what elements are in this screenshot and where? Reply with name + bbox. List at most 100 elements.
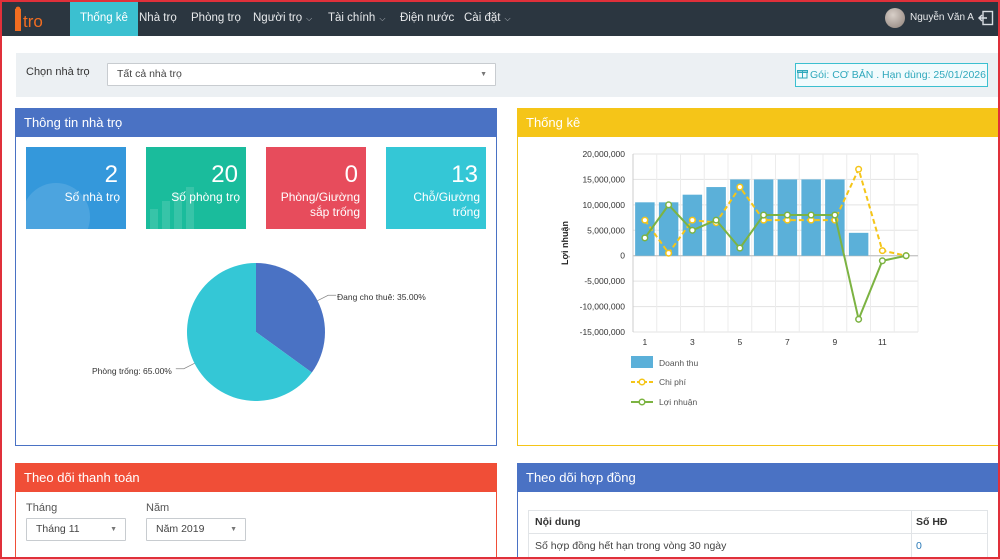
- pie-slice-1[interactable]: [186, 263, 312, 401]
- legend-swatch-doanh-thu: [631, 356, 653, 368]
- point-loi-nhuan: [688, 226, 696, 234]
- point-chi-phi: [855, 165, 863, 173]
- point-loi-nhuan: [878, 257, 886, 265]
- nav-item-1[interactable]: Nhà trọ: [129, 0, 187, 36]
- point-loi-nhuan: [783, 211, 791, 219]
- year-select-value: Năm 2019: [156, 523, 205, 535]
- y-tick-label: 15,000,000: [582, 174, 625, 184]
- y-tick-label: -5,000,000: [584, 276, 625, 286]
- app-logo[interactable]: tro: [14, 6, 52, 32]
- pie-connector-line: [175, 362, 195, 370]
- contract-table: [528, 510, 988, 559]
- table-header-content: Nội dung: [535, 516, 581, 528]
- stat-tile-label: Chỗ/Giường trống: [413, 190, 480, 219]
- legend-marker: [638, 398, 646, 406]
- bar-doanh-thu: [730, 179, 750, 256]
- nav-item-2[interactable]: Phòng trọ: [181, 0, 251, 36]
- nav-item-label: Tài chính: [328, 12, 376, 24]
- bar-doanh-thu: [635, 202, 655, 256]
- y-tick-label: 20,000,000: [582, 149, 625, 159]
- house-select[interactable]: Tất cả nhà trọ ▼: [107, 63, 496, 86]
- nav-item-label: Phòng trọ: [191, 12, 241, 24]
- chevron-down-icon: ▼: [110, 526, 117, 533]
- y-tick-label: 0: [620, 251, 625, 261]
- stat-tile-0[interactable]: 2 Số nhà trọ: [26, 147, 126, 229]
- point-loi-nhuan: [831, 211, 839, 219]
- stat-tile-value: 20: [211, 161, 238, 188]
- nav-item-label: Nhà trọ: [139, 12, 177, 24]
- stat-tile-3[interactable]: 13 Chỗ/Giường trống: [386, 147, 486, 229]
- point-chi-phi: [665, 249, 673, 257]
- nav-item-label: Điện nước: [400, 12, 455, 24]
- legend-label: Doanh thu: [659, 358, 698, 368]
- x-tick-label: 5: [738, 337, 743, 347]
- chevron-down-icon: ⌵: [504, 14, 511, 23]
- user-name[interactable]: Nguyễn Văn A: [910, 12, 974, 23]
- top-navbar: tro Thống kê Nhà trọ Phòng trọ Người trọ ⌵ Tà…: [0, 0, 1000, 36]
- point-loi-nhuan: [855, 315, 863, 323]
- table-header-count: Số HĐ: [916, 516, 948, 528]
- stats-panel: Thống kê: [517, 108, 999, 446]
- gift-icon: [797, 70, 809, 79]
- payment-panel: Theo dõi thanh toán: [15, 463, 497, 559]
- x-tick-label: 3: [690, 337, 695, 347]
- point-loi-nhuan: [760, 211, 768, 219]
- stat-tile-label: Số nhà trọ: [64, 190, 120, 204]
- x-tick-label: 11: [878, 337, 887, 347]
- nav-item-6[interactable]: Cài đặt ⌵: [454, 0, 521, 36]
- month-select-value: Tháng 11: [36, 523, 80, 535]
- chevron-down-icon: ⌵: [306, 14, 313, 23]
- package-badge[interactable]: Gói: CƠ BẢN . Hạn dùng: 25/01/2026: [795, 63, 988, 87]
- payment-panel-title: Theo dõi thanh toán: [16, 464, 496, 492]
- logout-icon[interactable]: [978, 10, 994, 26]
- x-tick-label: 7: [785, 337, 790, 347]
- line-loi-nhuan: [644, 203, 907, 323]
- point-chi-phi: [736, 183, 744, 191]
- nav-item-label: Thống kê: [80, 12, 128, 24]
- table-row-count[interactable]: 0: [916, 540, 922, 552]
- chevron-down-icon: ▼: [480, 71, 487, 78]
- point-chi-phi: [688, 216, 696, 224]
- nav-item-label: Người trọ: [253, 12, 303, 24]
- legend-label: Lợi nhuận: [659, 397, 697, 407]
- bar-doanh-thu: [848, 232, 869, 256]
- stat-tile-2[interactable]: 0 Phòng/Giường sắp trống: [266, 147, 366, 229]
- nav-item-4[interactable]: Tài chính ⌵: [318, 0, 395, 36]
- legend-label: Chi phí: [659, 377, 687, 387]
- y-tick-label: -15,000,000: [580, 327, 626, 337]
- point-loi-nhuan: [736, 244, 744, 252]
- year-label: Năm: [146, 502, 170, 514]
- nav-item-5[interactable]: Điện nước: [390, 0, 464, 36]
- point-chi-phi: [641, 216, 649, 224]
- pie-label-rented: Đang cho thuê: 35.00%: [337, 292, 426, 302]
- svg-text:tro: tro: [23, 12, 43, 31]
- month-label: Tháng: [26, 502, 58, 514]
- y-tick-label: 10,000,000: [582, 200, 625, 210]
- y-tick-label: 5,000,000: [587, 225, 625, 235]
- x-tick-label: 9: [833, 337, 838, 347]
- house-watermark-icon: [26, 183, 90, 229]
- month-select[interactable]: Tháng 11 ▼: [26, 518, 126, 541]
- point-loi-nhuan: [807, 211, 815, 219]
- pie-connector-line: [317, 294, 337, 302]
- pie-chart: [175, 263, 337, 401]
- stat-tile-label: Số phòng trọ: [171, 190, 240, 204]
- user-avatar[interactable]: [885, 8, 905, 28]
- nav-item-label: Cài đặt: [464, 12, 501, 24]
- finance-chart: 20,000,000 15,000,000 10,000,000 5,000,000 0…: [560, 149, 919, 407]
- package-text: Gói: CƠ BẢN . Hạn dùng: 25/01/2026: [810, 69, 986, 81]
- bar-doanh-thu: [682, 194, 703, 256]
- house-select-value: Tất cả nhà trọ: [117, 68, 182, 80]
- legend-marker: [638, 378, 646, 386]
- nav-item-0[interactable]: Thống kê: [70, 0, 138, 36]
- stat-tile-label: Phòng/Giường sắp trống: [280, 190, 360, 219]
- nav-item-3[interactable]: Người trọ ⌵: [243, 0, 322, 36]
- year-select[interactable]: Năm 2019 ▼: [146, 518, 246, 541]
- point-chi-phi: [878, 247, 886, 255]
- stat-tile-1[interactable]: 20 Số phòng trọ: [146, 147, 246, 229]
- pie-slice-0[interactable]: [256, 263, 325, 373]
- stat-tile-value: 2: [104, 161, 118, 188]
- bar-watermark-icon: [150, 187, 194, 229]
- chevron-down-icon: ▼: [230, 526, 237, 533]
- stats-panel-title: Thống kê: [518, 109, 998, 137]
